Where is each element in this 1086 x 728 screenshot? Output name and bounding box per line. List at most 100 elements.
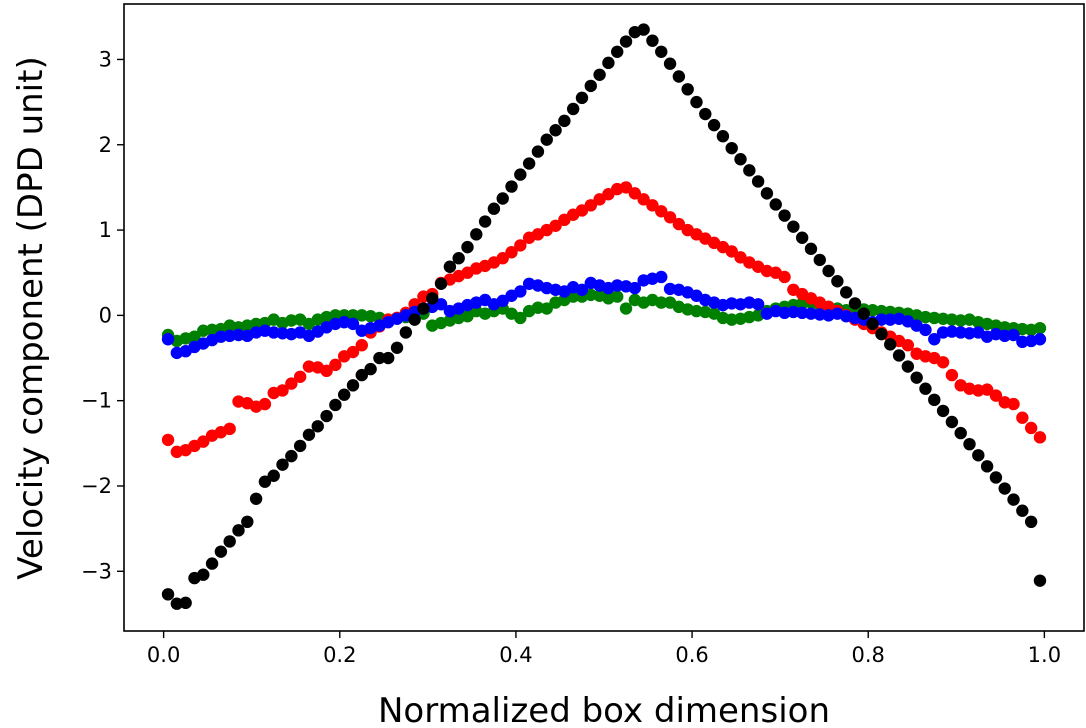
data-point	[866, 317, 879, 331]
data-point	[452, 252, 465, 265]
data-point	[249, 492, 263, 505]
data-point	[822, 264, 835, 278]
data-point	[496, 192, 509, 205]
y-tick-label: 0	[99, 303, 112, 327]
data-point	[197, 435, 210, 448]
data-point	[989, 389, 1003, 402]
data-point	[276, 458, 289, 471]
data-point	[355, 368, 368, 382]
data-point	[267, 469, 280, 482]
data-point	[373, 351, 386, 365]
data-point	[223, 422, 236, 436]
data-point	[285, 377, 298, 390]
data-point	[514, 311, 527, 325]
data-point	[549, 219, 562, 232]
y-axis-label: Velocity component (DPD unit)	[11, 56, 51, 579]
data-point	[566, 102, 580, 116]
data-point	[936, 356, 950, 369]
data-point	[329, 358, 342, 372]
data-point	[1024, 515, 1038, 529]
data-point	[355, 339, 368, 352]
data-point	[681, 83, 694, 96]
data-point	[214, 545, 228, 558]
data-point	[505, 180, 518, 193]
data-point	[910, 371, 923, 384]
data-point	[795, 231, 809, 244]
data-point	[734, 153, 747, 166]
data-point	[831, 275, 844, 288]
data-point	[346, 309, 360, 322]
y-tick-label: 2	[99, 133, 112, 157]
plot-frame	[123, 3, 1085, 632]
data-point	[980, 460, 994, 473]
data-point	[751, 175, 765, 188]
data-point	[1033, 431, 1047, 444]
data-point	[487, 202, 501, 215]
data-point	[505, 246, 518, 259]
data-point	[293, 370, 307, 383]
data-point	[743, 164, 756, 177]
x-tick-label: 0.2	[323, 643, 356, 667]
data-point	[311, 420, 324, 433]
data-point	[945, 368, 959, 382]
data-point	[699, 107, 712, 121]
data-point	[707, 118, 721, 132]
data-point	[1007, 328, 1020, 342]
data-point	[382, 351, 395, 365]
data-point	[584, 79, 597, 93]
data-point	[540, 133, 553, 146]
data-point	[461, 240, 474, 254]
data-point	[848, 297, 862, 310]
data-point	[408, 313, 421, 326]
data-point	[928, 393, 941, 407]
data-point	[197, 568, 210, 581]
data-point	[329, 309, 342, 322]
series-1	[161, 181, 1047, 459]
data-point	[954, 426, 967, 440]
data-point	[470, 228, 483, 241]
data-point	[1007, 397, 1020, 411]
data-point	[320, 364, 333, 378]
data-point	[813, 253, 826, 267]
data-point	[919, 382, 932, 395]
data-point	[417, 302, 430, 315]
data-point	[302, 428, 316, 441]
data-point	[320, 409, 333, 423]
data-point	[1033, 333, 1047, 346]
data-point	[188, 330, 201, 343]
data-point	[575, 283, 589, 296]
data-point	[655, 296, 668, 309]
data-point	[760, 187, 774, 200]
data-point	[434, 277, 448, 290]
data-point	[399, 326, 413, 339]
data-point	[602, 56, 615, 70]
data-point	[285, 449, 298, 463]
data-point	[787, 220, 800, 233]
data-point	[258, 475, 272, 488]
data-point	[637, 23, 650, 36]
series-3	[161, 23, 1047, 610]
data-point	[901, 339, 915, 352]
x-tick-label: 0.0	[147, 643, 180, 667]
data-point	[531, 145, 545, 158]
data-point	[1033, 321, 1047, 335]
data-point	[778, 270, 791, 284]
data-point	[478, 215, 492, 228]
data-point	[161, 433, 175, 447]
data-point	[619, 302, 633, 315]
data-point	[522, 157, 536, 170]
x-axis: 0.0 0.2 0.4 0.6 0.8 1.0	[147, 631, 1061, 667]
series-2	[161, 270, 1047, 360]
data-point	[549, 124, 562, 137]
y-tick-label: 1	[99, 218, 112, 242]
data-point	[514, 239, 527, 252]
data-point	[337, 388, 351, 401]
data-point	[558, 114, 571, 128]
data-point	[161, 588, 175, 601]
data-point	[989, 471, 1003, 484]
x-tick-label: 0.6	[675, 643, 708, 667]
data-point	[346, 379, 360, 392]
data-point	[672, 217, 686, 231]
data-point	[963, 437, 976, 451]
